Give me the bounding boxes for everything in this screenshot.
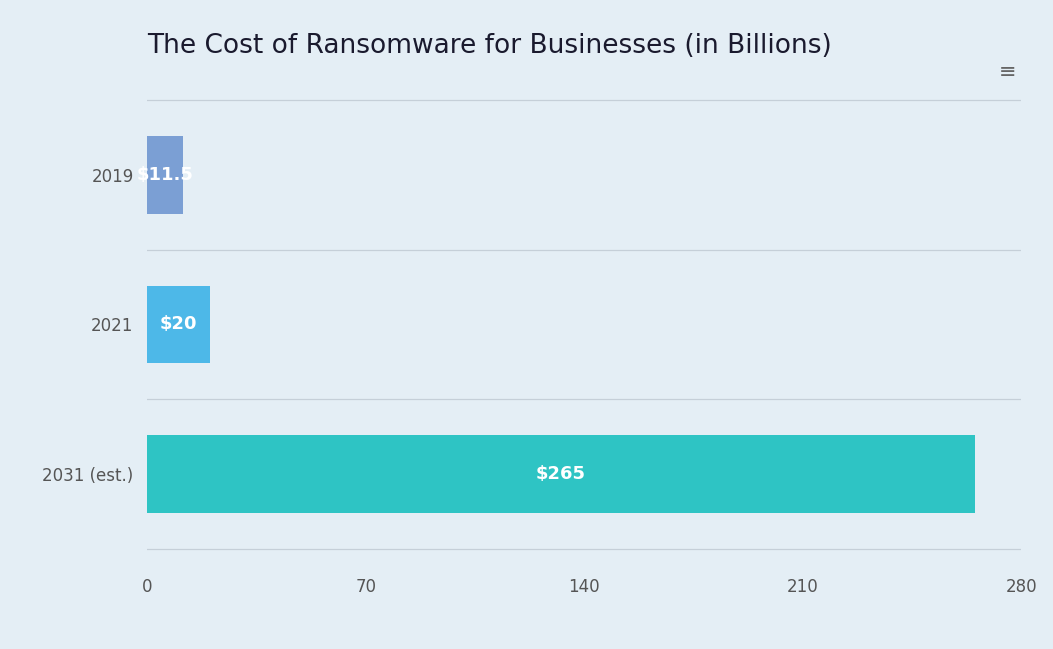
Bar [147,435,975,513]
Text: $20: $20 [160,315,197,334]
Text: The Cost of Ransomware for Businesses (in Billions): The Cost of Ransomware for Businesses (i… [147,33,832,59]
Bar [147,286,210,363]
Text: ≡: ≡ [998,62,1016,82]
Text: $11.5: $11.5 [137,166,194,184]
Bar [147,136,183,214]
Text: $265: $265 [536,465,587,483]
